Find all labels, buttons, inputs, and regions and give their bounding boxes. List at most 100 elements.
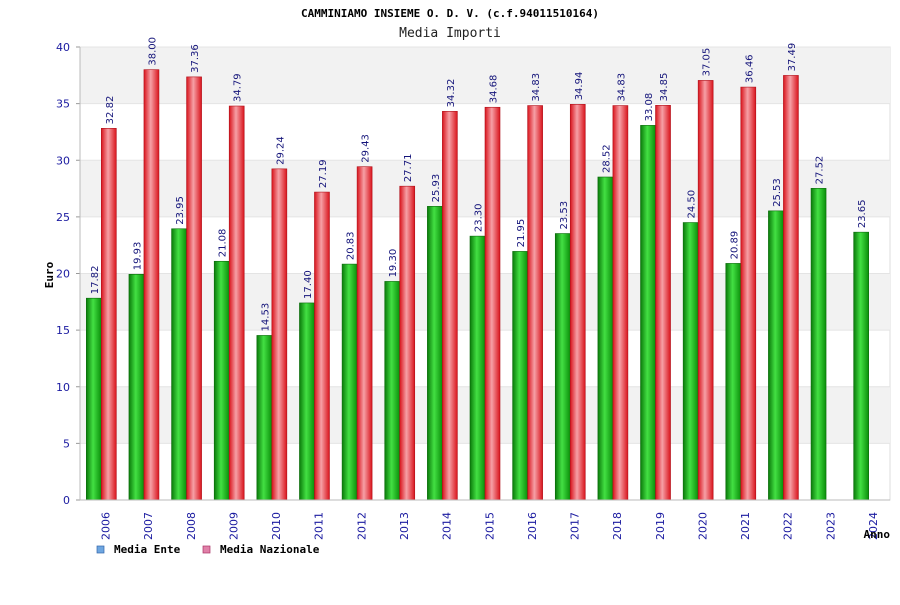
bar-media-nazionale [697, 80, 714, 501]
legend-swatch-media-nazionale [202, 545, 211, 554]
bar-value-label: 37.49 [787, 43, 798, 72]
chart-subtitle: Media Importi [399, 26, 501, 41]
y-tick-label: 10 [56, 381, 70, 394]
bar-media-ente [768, 210, 784, 501]
x-tick-label: 2013 [398, 512, 411, 540]
bar-media-ente [512, 251, 528, 501]
bar-media-nazionale [356, 166, 373, 501]
y-tick-label: 30 [56, 154, 70, 167]
bar-value-label: 27.71 [403, 154, 414, 183]
bar-value-label: 21.08 [218, 229, 229, 258]
bar-value-label: 36.46 [744, 54, 755, 83]
bar-value-label: 34.32 [446, 79, 457, 108]
x-tick-label: 2022 [782, 512, 795, 540]
bar-value-label: 33.08 [644, 93, 655, 122]
bar-media-nazionale [783, 75, 799, 501]
bar-value-label: 27.19 [318, 159, 329, 188]
bar-value-label: 34.79 [233, 73, 244, 102]
bar-media-nazionale [101, 128, 117, 501]
y-tick-label: 40 [56, 41, 70, 54]
bar-value-label: 23.65 [857, 200, 868, 229]
bar-media-ente [853, 231, 869, 501]
bar-value-label: 34.85 [659, 73, 670, 102]
bar-media-ente [341, 263, 358, 501]
legend-label-media-ente: Media Ente [114, 543, 181, 556]
bar-media-ente [725, 263, 742, 501]
bar-value-label: 14.53 [260, 303, 271, 332]
bar-media-nazionale [399, 185, 416, 501]
bar-media-ente [384, 281, 401, 501]
bar-media-nazionale [484, 106, 501, 501]
bar-value-label: 19.30 [388, 249, 399, 278]
bar-media-nazionale [527, 105, 543, 501]
x-tick-label: 2018 [611, 512, 624, 540]
bar-value-label: 34.83 [531, 73, 542, 102]
bar-value-label: 23.53 [559, 201, 570, 230]
bar-value-label: 23.95 [175, 196, 186, 225]
bar-value-label: 34.94 [574, 72, 585, 101]
bar-value-label: 32.82 [105, 96, 116, 125]
bar-media-ente [86, 297, 102, 501]
bar-value-label: 19.93 [132, 242, 143, 271]
x-tick-label: 2014 [441, 512, 454, 540]
bar-value-label: 29.24 [275, 136, 286, 165]
legend: Media Ente Media Nazionale [96, 543, 320, 556]
y-tick-label: 0 [63, 494, 70, 507]
bar-media-ente [256, 335, 273, 501]
bar-media-ente [469, 235, 486, 501]
bar-value-label: 34.68 [489, 75, 500, 104]
bar-media-nazionale [612, 105, 629, 501]
bar-value-label: 38.00 [147, 37, 158, 66]
y-tick-label: 35 [56, 98, 70, 111]
bar-media-ente [213, 260, 230, 501]
bar-media-nazionale [740, 86, 757, 501]
bar-value-label: 23.30 [474, 203, 485, 232]
bar-media-nazionale [186, 76, 202, 501]
chart-title: CAMMINIAMO INSIEME O. D. V. (c.f.9401151… [301, 7, 599, 20]
x-tick-label: 2006 [100, 512, 113, 540]
bar-value-label: 17.82 [90, 266, 101, 295]
bar-value-label: 21.95 [516, 219, 527, 248]
bar-media-nazionale [569, 104, 586, 501]
legend-label-media-nazionale: Media Nazionale [220, 543, 320, 556]
x-tick-label: 2012 [355, 512, 368, 540]
bar-value-label: 27.52 [815, 156, 826, 185]
x-tick-label: 2023 [824, 512, 837, 540]
y-tick-label: 5 [63, 437, 70, 450]
bar-value-label: 37.05 [702, 48, 713, 77]
x-tick-label: 2010 [270, 512, 283, 540]
x-tick-label: 2020 [696, 512, 709, 540]
x-axis: 2006 2007 2008 2009 2010 2011 2012 2013 2014 2015… [100, 512, 880, 540]
y-tick-label: 15 [56, 324, 70, 337]
bar-media-ente [427, 206, 443, 501]
y-tick-label: 25 [56, 211, 70, 224]
x-tick-label: 2009 [227, 512, 240, 540]
bar-media-nazionale [655, 105, 671, 501]
bar-media-ente [299, 302, 315, 501]
bar-media-ente [682, 222, 699, 501]
x-tick-label: 2011 [313, 512, 326, 540]
bar-value-label: 25.93 [431, 174, 442, 203]
bar-media-ente [171, 228, 187, 501]
bars [86, 69, 869, 501]
bar-value-label: 25.53 [772, 178, 783, 207]
bar-value-label: 34.83 [616, 73, 627, 102]
x-tick-label: 2024 [867, 512, 880, 540]
bar-media-nazionale [228, 105, 245, 501]
bar-media-ente [640, 125, 656, 501]
x-tick-label: 2008 [185, 512, 198, 540]
bar-media-ente [554, 233, 571, 501]
bar-media-nazionale [442, 111, 458, 501]
bar-media-nazionale [271, 168, 288, 501]
legend-swatch-media-ente [96, 545, 105, 554]
bar-value-label: 24.50 [687, 190, 698, 219]
bar-value-label: 28.52 [601, 144, 612, 173]
x-axis-label: Anno [864, 528, 891, 541]
y-tick-label: 20 [56, 268, 70, 281]
bar-value-label: 20.83 [346, 231, 357, 260]
y-axis-label: Euro [43, 261, 56, 288]
x-tick-label: 2016 [526, 512, 539, 540]
x-tick-label: 2019 [654, 512, 667, 540]
